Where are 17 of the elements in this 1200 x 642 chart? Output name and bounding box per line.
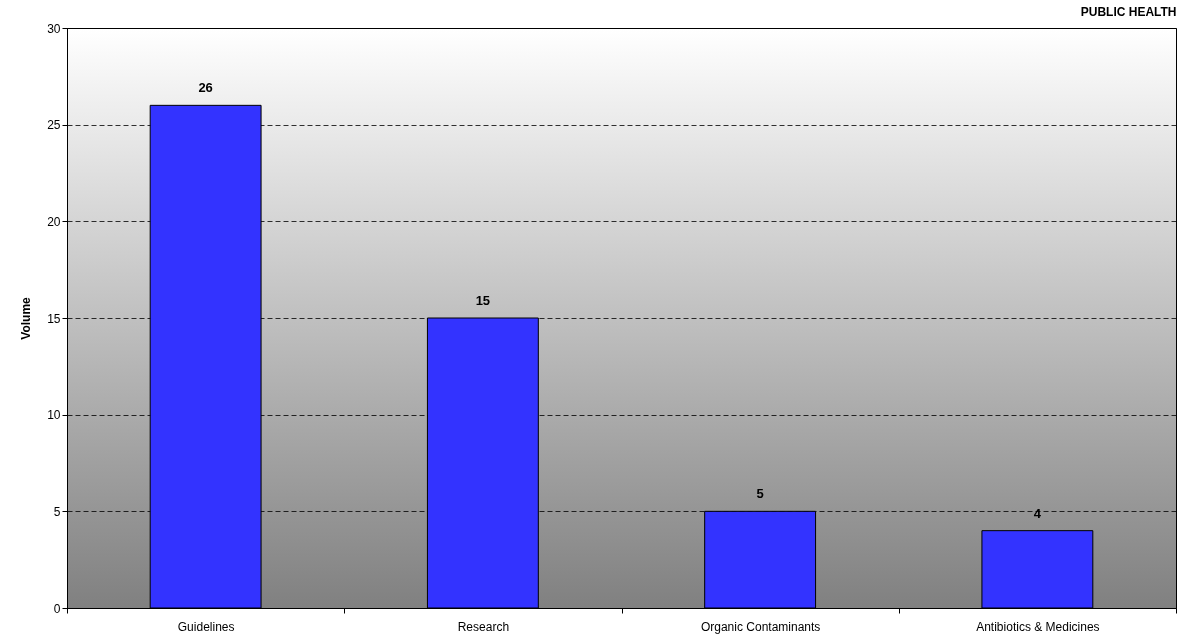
data-label: 4	[1033, 505, 1042, 521]
data-label: 15	[475, 293, 491, 308]
x-tick-label: Guidelines	[177, 619, 235, 634]
data-label: 26	[198, 80, 213, 96]
y-tick-label: 10	[47, 408, 61, 423]
x-tick-label: Antibiotics & Medicines	[976, 619, 1100, 634]
data-label: 5	[756, 486, 764, 502]
y-tick-label: 25	[47, 118, 61, 133]
y-tick-label: 30	[47, 21, 61, 36]
x-tick-label: Organic Contaminants	[700, 619, 821, 634]
y-tick-label: 15	[47, 311, 61, 326]
y-axis-title: Volume	[19, 296, 34, 340]
chart-title: PUBLIC HEALTH	[1080, 5, 1177, 19]
y-tick-label: 0	[53, 601, 61, 616]
x-tick-label: Research	[457, 619, 510, 634]
y-tick-label: 5	[53, 504, 61, 519]
y-tick-label: 20	[47, 214, 61, 229]
